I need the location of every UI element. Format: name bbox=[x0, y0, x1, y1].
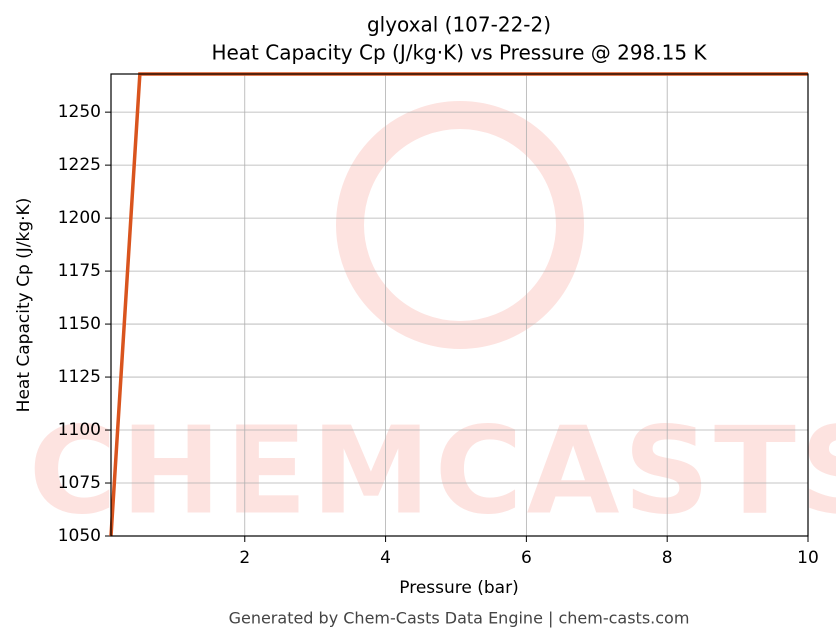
y-tick-label: 1125 bbox=[58, 367, 101, 387]
x-tick-label: 6 bbox=[521, 548, 532, 568]
y-tick-label: 1150 bbox=[58, 314, 101, 334]
x-tick-label: 10 bbox=[797, 548, 819, 568]
x-axis-label: Pressure (bar) bbox=[399, 578, 518, 598]
x-tick-label: 4 bbox=[380, 548, 391, 568]
y-tick-label: 1175 bbox=[58, 261, 101, 281]
y-tick-label: 1250 bbox=[58, 102, 101, 122]
y-tick-label: 1050 bbox=[58, 526, 101, 546]
y-axis-label: Heat Capacity Cp (J/kg·K) bbox=[14, 198, 34, 413]
watermark: CHEMCASTS bbox=[29, 403, 836, 542]
y-tick-label: 1200 bbox=[58, 208, 101, 228]
y-tick-label: 1075 bbox=[58, 473, 101, 493]
chart-subtitle: Heat Capacity Cp (J/kg·K) vs Pressure @ … bbox=[211, 41, 707, 65]
x-tick-label: 2 bbox=[239, 548, 250, 568]
y-tick-label: 1225 bbox=[58, 155, 101, 175]
plot-frame bbox=[110, 73, 809, 537]
footer: Generated by Chem-Casts Data Engine | ch… bbox=[229, 609, 690, 628]
chart-title: glyoxal (107-22-2) bbox=[367, 13, 551, 37]
y-tick-label: 1100 bbox=[58, 420, 101, 440]
watermark-ring bbox=[336, 101, 584, 349]
x-tick-label: 8 bbox=[662, 548, 673, 568]
